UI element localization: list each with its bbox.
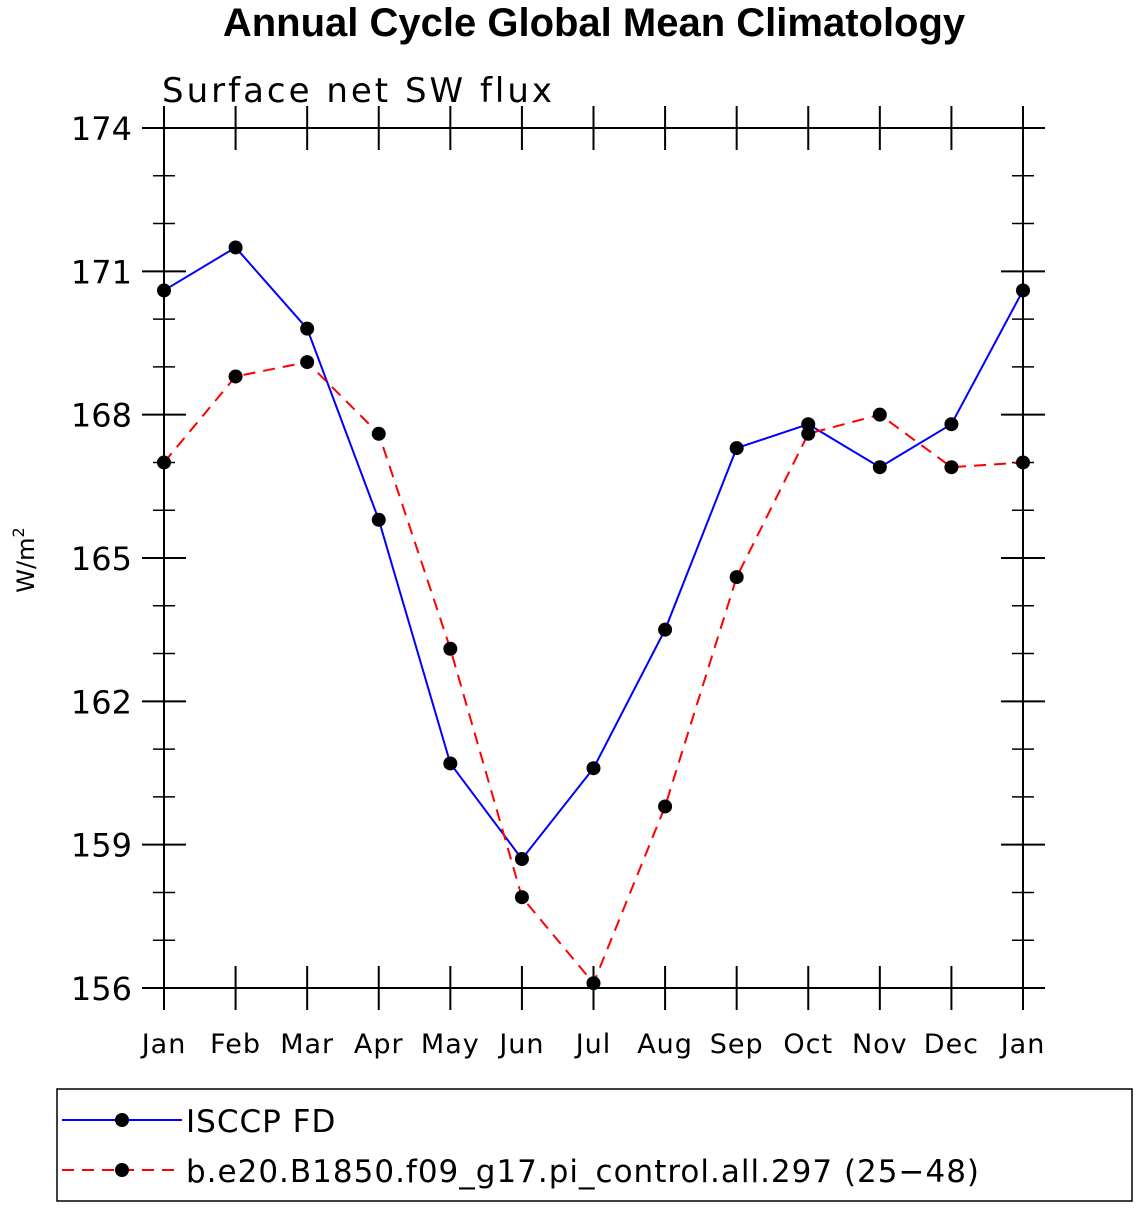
series-1-point <box>944 460 959 475</box>
y-tick-label: 159 <box>71 827 132 865</box>
series-line-1 <box>163 361 1024 986</box>
y-axis-label-exponent: 2 <box>9 527 28 537</box>
y-axis-ticks: 156 159 162 165 168 171 174 <box>71 110 1045 1008</box>
y-tick-label: 171 <box>71 253 132 291</box>
series-1-point <box>586 976 601 991</box>
series-1-point <box>228 369 243 384</box>
legend: ISCCP FD b.e20.B1850.f09_g17.pi_control.… <box>56 1088 1133 1202</box>
series-0-point <box>872 460 887 475</box>
x-tick-label: Mar <box>280 1029 334 1060</box>
series-1-point <box>658 799 673 814</box>
series-0-point <box>514 852 529 866</box>
legend-box <box>56 1088 1133 1202</box>
series-0-point <box>228 240 243 255</box>
legend-label-model: b.e20.B1850.f09_g17.pi_control.all.297 (… <box>186 1154 980 1190</box>
x-tick-label: Jul <box>574 1029 612 1060</box>
svg-text:W/m2: W/m2 <box>9 527 40 592</box>
series-1-point <box>872 407 887 422</box>
series-1-point <box>801 426 816 441</box>
legend-label-isccp: ISCCP FD <box>186 1104 336 1140</box>
x-tick-label: Apr <box>354 1029 404 1060</box>
y-tick-label: 165 <box>71 540 132 578</box>
series-1-point <box>371 426 386 441</box>
chart-subtitle: Surface net SW flux <box>162 71 555 111</box>
series-1-point <box>300 355 315 370</box>
x-tick-label: Jan <box>140 1029 187 1060</box>
y-axis-label: W/m2 <box>9 527 40 592</box>
x-tick-label: Jun <box>497 1029 544 1060</box>
series-0-point <box>371 512 386 527</box>
series-0-point <box>729 441 744 456</box>
x-tick-label: May <box>421 1029 480 1060</box>
y-tick-label: 168 <box>71 397 132 435</box>
series-0-point <box>944 417 959 432</box>
x-tick-label: Nov <box>852 1029 908 1060</box>
series-1-point <box>443 641 458 656</box>
chart-title: Annual Cycle Global Mean Climatology <box>223 1 966 45</box>
series-1-point <box>514 890 529 905</box>
y-tick-label: 156 <box>71 970 132 1008</box>
x-axis-ticks: Jan Feb Mar Apr May Jun Jul Aug Sep Oct Nov Dec Jan <box>140 106 1046 1060</box>
series-0-point <box>586 761 601 776</box>
x-tick-label: Sep <box>710 1029 764 1060</box>
x-tick-label: Jan <box>999 1029 1046 1060</box>
x-tick-label: Aug <box>637 1029 693 1060</box>
x-tick-label: Dec <box>924 1029 979 1060</box>
legend-marker-isccp <box>115 1113 129 1127</box>
y-tick-label: 162 <box>71 683 132 721</box>
series-layer <box>157 240 1030 991</box>
series-1-point <box>729 570 744 585</box>
legend-marker-model <box>115 1163 129 1177</box>
plot-frame <box>163 127 1024 989</box>
y-axis-label-base: W/m <box>12 537 40 592</box>
x-tick-label: Feb <box>210 1029 261 1060</box>
x-tick-label: Oct <box>783 1029 833 1060</box>
series-0-point <box>443 756 458 771</box>
series-0-point <box>658 622 673 637</box>
series-0-point <box>300 321 315 336</box>
y-tick-label: 174 <box>71 110 132 148</box>
